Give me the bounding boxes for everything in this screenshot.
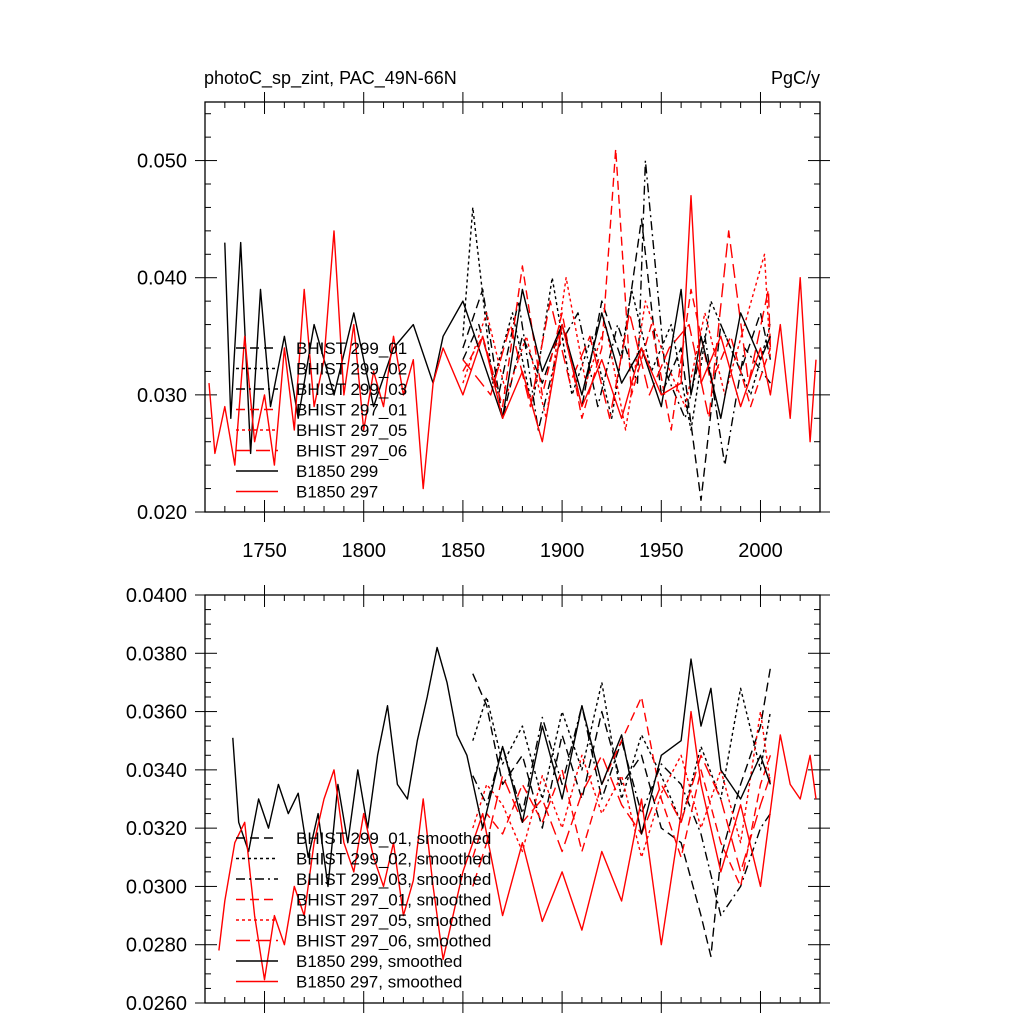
legend-label: B1850 297 [296,483,378,502]
series-line-5 [472,710,772,858]
series-line-7 [232,646,772,888]
top-panel-units: PgC/y [771,68,820,88]
legend-label: B1850 299, smoothed [296,952,462,971]
legend-label: BHIST 299_01 [296,339,407,358]
y-tick-label: 0.0300 [126,876,187,898]
series-line-8 [218,710,817,981]
legend-label: BHIST 299_01, smoothed [296,829,491,848]
series-line-3 [462,159,771,466]
x-tick-label: 1950 [639,540,684,562]
y-tick-label: 0.050 [137,151,187,173]
x-tick-label: 2000 [738,540,783,562]
top-panel: photoC_sp_zint, PAC_49N-66N PgC/y 1750 18… [137,68,830,562]
y-tick-label: 0.0260 [126,993,187,1015]
legend-label: BHIST 297_06 [296,442,407,461]
bottom-panel: 0.0260 0.0280 0.0300 0.0320 0.0340 0.0360 0.03… [126,585,830,1015]
x-tick-label: 1750 [242,540,287,562]
x-tick-label: 1800 [341,540,386,562]
legend-label: BHIST 299_02, smoothed [296,850,491,869]
y-tick-label: 0.0320 [126,818,187,840]
legend-label: BHIST 297_06, smoothed [296,932,491,951]
y-tick-label: 0.0280 [126,935,187,957]
series-line-6 [472,754,772,887]
legend-label: BHIST 297_05 [296,421,407,440]
legend-label: BHIST 299_03, smoothed [296,870,491,889]
top-panel-title: photoC_sp_zint, PAC_49N-66N [204,68,457,89]
series-group [218,646,817,981]
y-tick-label: 0.020 [137,502,187,524]
y-tick-label: 0.0380 [126,643,187,665]
series-group [208,148,817,501]
series-line-3 [472,705,771,917]
y-tick-label: 0.030 [137,385,187,407]
series-line-4 [472,696,772,888]
legend-label: BHIST 297_01 [296,401,407,420]
legend-label: BHIST 297_05, smoothed [296,911,491,930]
legend-label: B1850 297, smoothed [296,973,462,992]
legend-label: B1850 299 [296,462,378,481]
legend-label: BHIST 297_01, smoothed [296,891,491,910]
legend-label: BHIST 299_02 [296,360,407,379]
plot-frame [204,101,821,513]
x-tick-label: 1850 [441,540,486,562]
y-tick-label: 0.0360 [126,702,187,724]
series-line-7 [224,241,772,455]
x-tick-label: 1900 [540,540,585,562]
y-tick-label: 0.040 [137,268,187,290]
y-tick-label: 0.0340 [126,760,187,782]
y-tick-label: 0.0400 [126,585,187,607]
series-line-1 [472,667,772,958]
legend: BHIST 299_01, smoothed BHIST 299_02, smoo… [236,829,491,992]
series-line-2 [462,206,772,431]
legend-label: BHIST 299_03 [296,380,407,399]
series-line-8 [208,194,817,490]
